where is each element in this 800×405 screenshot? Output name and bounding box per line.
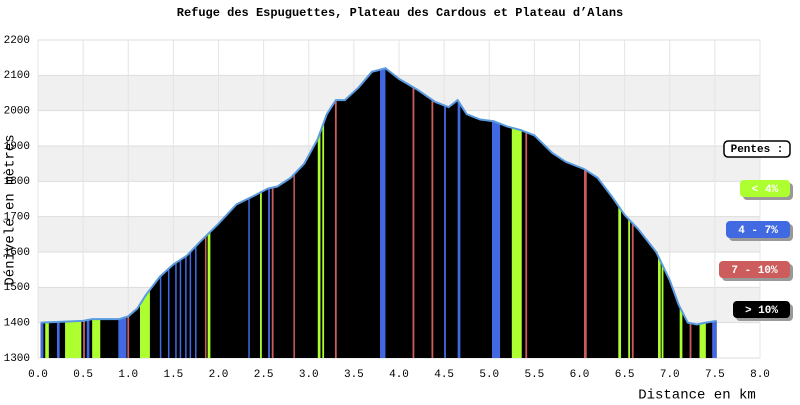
y-tick-label: 1700 (4, 212, 30, 224)
x-axis-title: Distance en km (638, 388, 756, 400)
slope-stripe (248, 68, 250, 358)
y-tick-label: 2000 (4, 106, 30, 118)
x-tick-label: 0.5 (73, 369, 93, 381)
slope-stripe (260, 68, 262, 358)
y-tick-label: 1500 (4, 282, 30, 294)
legend-swatch (733, 301, 790, 318)
x-tick-label: 7.5 (705, 369, 725, 381)
slope-stripe (412, 68, 415, 358)
x-tick-label: 2.5 (254, 369, 274, 381)
x-tick-label: 2.0 (209, 369, 229, 381)
slope-stripe (317, 68, 321, 358)
y-tick-label: 2200 (4, 35, 30, 47)
legend-label: < 4% (752, 184, 779, 196)
x-tick-label: 8.0 (750, 369, 770, 381)
legend-swatch (740, 180, 790, 197)
slope-stripe (334, 68, 337, 358)
legend-label: 7 - 10% (731, 265, 778, 277)
slope-stripe (444, 68, 446, 358)
x-tick-label: 3.5 (344, 369, 364, 381)
legend-swatch (719, 261, 790, 278)
slope-stripe (618, 68, 622, 358)
legend-title: Pentes : (731, 144, 784, 156)
y-tick-label: 1600 (4, 247, 30, 259)
slope-stripe (525, 68, 528, 358)
slope-stripe (511, 68, 522, 358)
slope-stripe (584, 68, 587, 358)
legend-title-box (723, 140, 791, 158)
x-tick-label: 7.0 (660, 369, 680, 381)
slope-stripe (268, 68, 270, 358)
x-tick-label: 4.0 (389, 369, 409, 381)
slope-stripe (457, 68, 461, 358)
legend-swatch (726, 221, 790, 238)
slope-stripe (380, 68, 386, 358)
slope-stripe (491, 68, 501, 358)
slope-stripe (322, 68, 325, 358)
chart-title: Refuge des Espuguettes, Plateau des Card… (177, 6, 623, 20)
x-tick-label: 1.5 (163, 369, 183, 381)
x-tick-label: 0.0 (28, 369, 48, 381)
y-axis-title: Dénivelé en mètres (3, 134, 19, 285)
x-tick-label: 6.0 (570, 369, 590, 381)
y-tick-label: 1800 (4, 176, 30, 188)
slope-stripe (431, 68, 434, 358)
slope-stripe (271, 68, 274, 358)
x-tick-label: 6.5 (615, 369, 635, 381)
x-tick-label: 1.0 (118, 369, 138, 381)
x-tick-label: 5.0 (479, 369, 499, 381)
y-tick-label: 1400 (4, 318, 30, 330)
y-tick-label: 1900 (4, 141, 30, 153)
profile-line (40, 67, 717, 326)
x-tick-label: 5.5 (524, 369, 544, 381)
y-tick-label: 1300 (4, 353, 30, 365)
slope-stripe (293, 68, 295, 358)
x-tick-label: 4.5 (434, 369, 454, 381)
x-tick-label: 3.0 (299, 369, 319, 381)
legend-label: 4 - 7% (738, 225, 778, 237)
y-tick-label: 2100 (4, 70, 30, 82)
legend-label: > 10% (745, 305, 778, 317)
